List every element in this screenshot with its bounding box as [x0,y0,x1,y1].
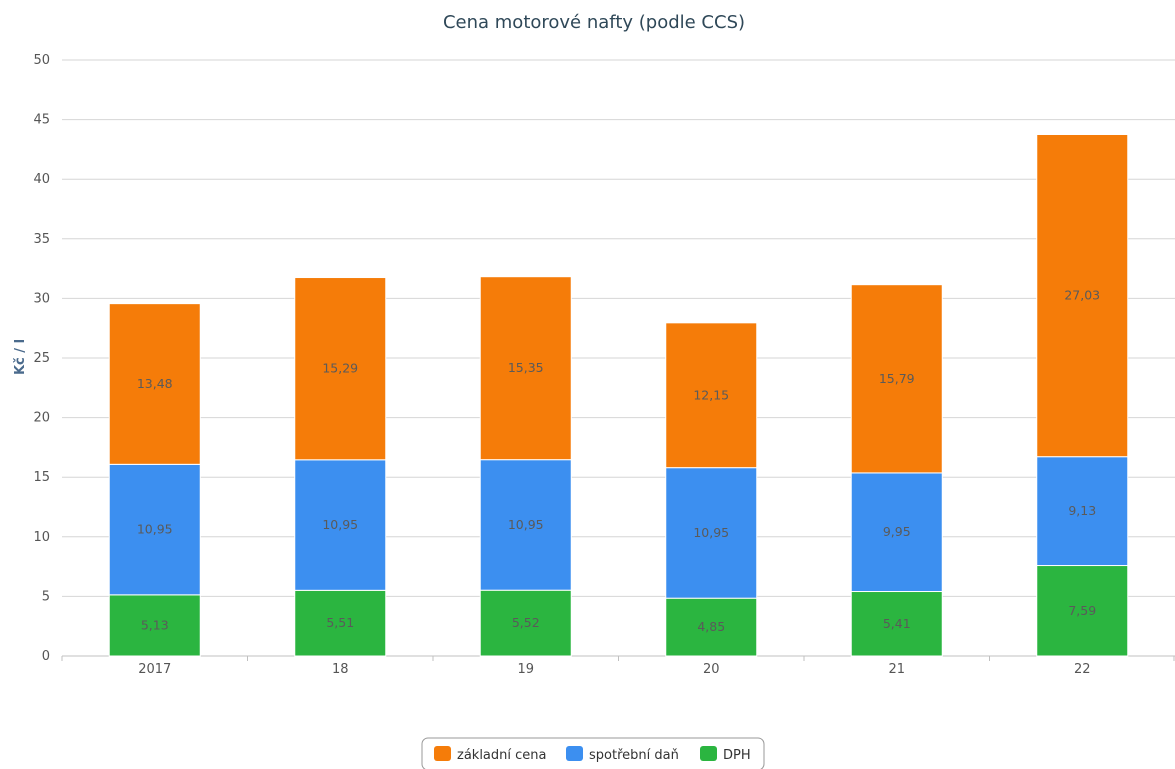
data-label: 5,52 [512,615,540,630]
bar-segment [294,459,387,591]
data-label: 27,03 [1064,288,1100,303]
chart-title: Cena motorové nafty (podle CCS) [443,12,745,33]
data-label: 10,95 [508,517,544,532]
data-label: 7,59 [1068,603,1096,618]
bar-segment [850,591,943,657]
y-tick-label: 15 [33,470,50,485]
bar-segment [294,589,387,657]
bar-segment [665,467,758,599]
bar-segment [1036,456,1129,567]
data-label: 10,95 [137,522,173,537]
data-label: 13,48 [137,376,173,391]
y-axis-ticks: 0 5 10 15 20 25 30 35 40 45 50 [33,53,50,664]
bar-segment [108,303,201,465]
data-label: 9,95 [883,524,911,539]
bar-segment [850,284,943,474]
data-label: 4,85 [697,619,725,634]
x-tick-label: 19 [517,662,534,677]
x-tick-label: 18 [332,662,349,677]
x-axis-ticks: 2017 18 19 20 21 22 [61,656,1175,677]
y-tick-label: 30 [33,291,50,306]
data-label: 15,29 [322,361,358,376]
legend-label[interactable]: spotřební daň [589,748,679,763]
y-axis-label: Kč / l [13,339,28,375]
data-label: 15,35 [508,360,544,375]
bar-segment [665,597,758,657]
data-label: 5,41 [883,616,911,631]
data-label: 10,95 [322,517,358,532]
x-tick-label: 20 [703,662,720,677]
bar-segment [479,459,572,591]
y-tick-label: 40 [33,172,50,187]
y-tick-label: 10 [33,530,50,545]
bar-segment [294,277,387,461]
y-tick-label: 45 [33,113,50,128]
y-tick-label: 5 [42,589,50,604]
bar-segment [665,322,758,469]
legend-box [421,737,765,769]
data-label: 15,79 [879,371,915,386]
bar-segment [479,276,572,461]
bar-segment [108,463,201,596]
bar-segment [1036,134,1129,458]
legend-swatch[interactable] [434,746,451,761]
x-tick-label: 2017 [138,662,171,677]
y-tick-label: 0 [42,649,50,664]
x-tick-label: 22 [1074,662,1091,677]
y-tick-label: 20 [33,411,50,426]
bars: 5,13 10,95 13,48 5,51 10,95 15,29 5,52 10,95 15,… [108,134,1129,657]
bar-segment [1036,565,1129,657]
x-tick-label: 21 [888,662,905,677]
data-label: 9,13 [1068,503,1096,518]
data-label: 10,95 [693,525,729,540]
y-tick-label: 25 [33,351,50,366]
y-tick-label: 35 [33,232,50,247]
legend-swatch[interactable] [700,746,717,761]
y-tick-label: 50 [33,53,50,68]
data-label: 5,13 [141,617,169,632]
legend: základní cena spotřební daň DPH [421,737,765,769]
data-label: 5,51 [326,615,354,630]
bar-segment [108,594,201,657]
grid [62,59,1175,657]
legend-label[interactable]: základní cena [457,748,546,763]
legend-swatch[interactable] [566,746,583,761]
legend-label[interactable]: DPH [723,748,751,763]
data-label: 12,15 [693,387,729,402]
